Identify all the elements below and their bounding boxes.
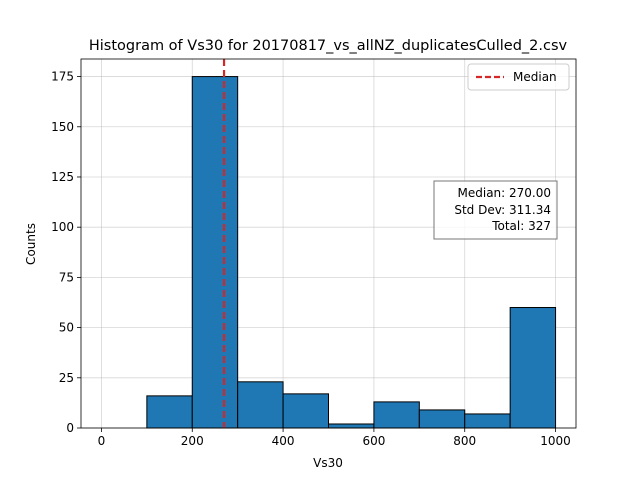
legend: Median [467, 63, 570, 91]
bars-group [146, 76, 557, 429]
axis-ticks: 0 200 400 600 800 1000 0 25 50 75 100 125 150 175 [51, 70, 571, 448]
x-tick-label: 400 [272, 434, 295, 448]
x-tick-label: 200 [181, 434, 204, 448]
histogram-bar [464, 413, 511, 429]
histogram-bar [191, 76, 239, 429]
histogram-bar [282, 393, 330, 429]
y-tick-label: 175 [51, 70, 74, 84]
x-axis-label: Vs30 [313, 456, 343, 470]
y-tick-label: 0 [66, 421, 74, 435]
y-axis-label: Counts [24, 223, 38, 265]
stats-median: Median: 270.00 [458, 186, 552, 200]
x-tick-label: 0 [98, 434, 106, 448]
x-tick-label: 1000 [540, 434, 571, 448]
histogram-bar [328, 423, 375, 429]
stats-box-frame [433, 180, 558, 240]
x-tick-label: 800 [453, 434, 476, 448]
histogram-bar [237, 381, 284, 429]
legend-median-label: Median [513, 70, 557, 84]
stats-std-dev: Std Dev: 311.34 [454, 203, 551, 217]
histogram-bar [146, 395, 193, 429]
y-tick-label: 125 [51, 170, 74, 184]
y-tick-label: 100 [51, 220, 74, 234]
y-tick-label: 25 [59, 371, 74, 385]
histogram-bar [418, 409, 466, 429]
histogram-bar [509, 307, 557, 429]
axes-frame [80, 58, 577, 429]
y-tick-label: 150 [51, 120, 74, 134]
histogram-bar [373, 401, 420, 429]
chart-title: Histogram of Vs30 for 20170817_vs_allNZ_… [89, 38, 568, 54]
stats-total: Total: 327 [491, 219, 551, 233]
y-tick-label: 50 [59, 321, 74, 335]
x-tick-label: 600 [362, 434, 385, 448]
stats-box: Median: 270.00 Std Dev: 311.34 Total: 32… [433, 180, 558, 240]
legend-box [467, 63, 570, 91]
y-tick-label: 75 [59, 270, 74, 284]
